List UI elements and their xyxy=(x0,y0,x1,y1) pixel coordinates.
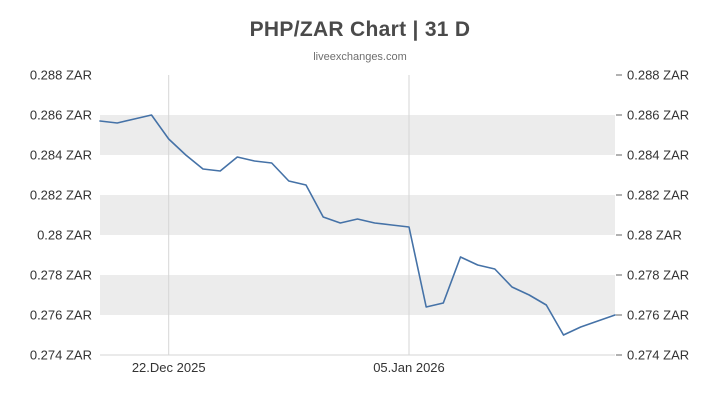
price-line xyxy=(99,114,616,336)
y-axis-label-right: 0.278 ZAR xyxy=(627,268,689,283)
y-axis-label-right: 0.276 ZAR xyxy=(627,308,689,323)
y-axis-label-left: 0.274 ZAR xyxy=(30,348,92,363)
plot-band xyxy=(100,195,615,235)
y-axis-label-left: 0.284 ZAR xyxy=(30,148,92,163)
y-axis-label-right: 0.288 ZAR xyxy=(627,68,689,83)
y-axis-label-right: 0.28 ZAR xyxy=(627,228,682,243)
x-axis-label: 22.Dec 2025 xyxy=(132,360,206,375)
x-axis-label: 05.Jan 2026 xyxy=(373,360,445,375)
y-axis-label-left: 0.278 ZAR xyxy=(30,268,92,283)
y-axis-label-left: 0.282 ZAR xyxy=(30,188,92,203)
plot-band xyxy=(100,115,615,155)
chart-subtitle: liveexchanges.com xyxy=(313,51,407,63)
chart-title: PHP/ZAR Chart | 31 D xyxy=(249,18,471,41)
y-axis-label-right: 0.282 ZAR xyxy=(627,188,689,203)
y-axis-label-left: 0.276 ZAR xyxy=(30,308,92,323)
plot-band xyxy=(100,275,615,315)
y-axis-label-right: 0.286 ZAR xyxy=(627,108,689,123)
y-axis-label-left: 0.288 ZAR xyxy=(30,68,92,83)
y-axis-label-right: 0.284 ZAR xyxy=(627,148,689,163)
y-axis-label-right: 0.274 ZAR xyxy=(627,348,689,363)
y-axis-label-left: 0.28 ZAR xyxy=(37,228,92,243)
y-axis-label-left: 0.286 ZAR xyxy=(30,108,92,123)
